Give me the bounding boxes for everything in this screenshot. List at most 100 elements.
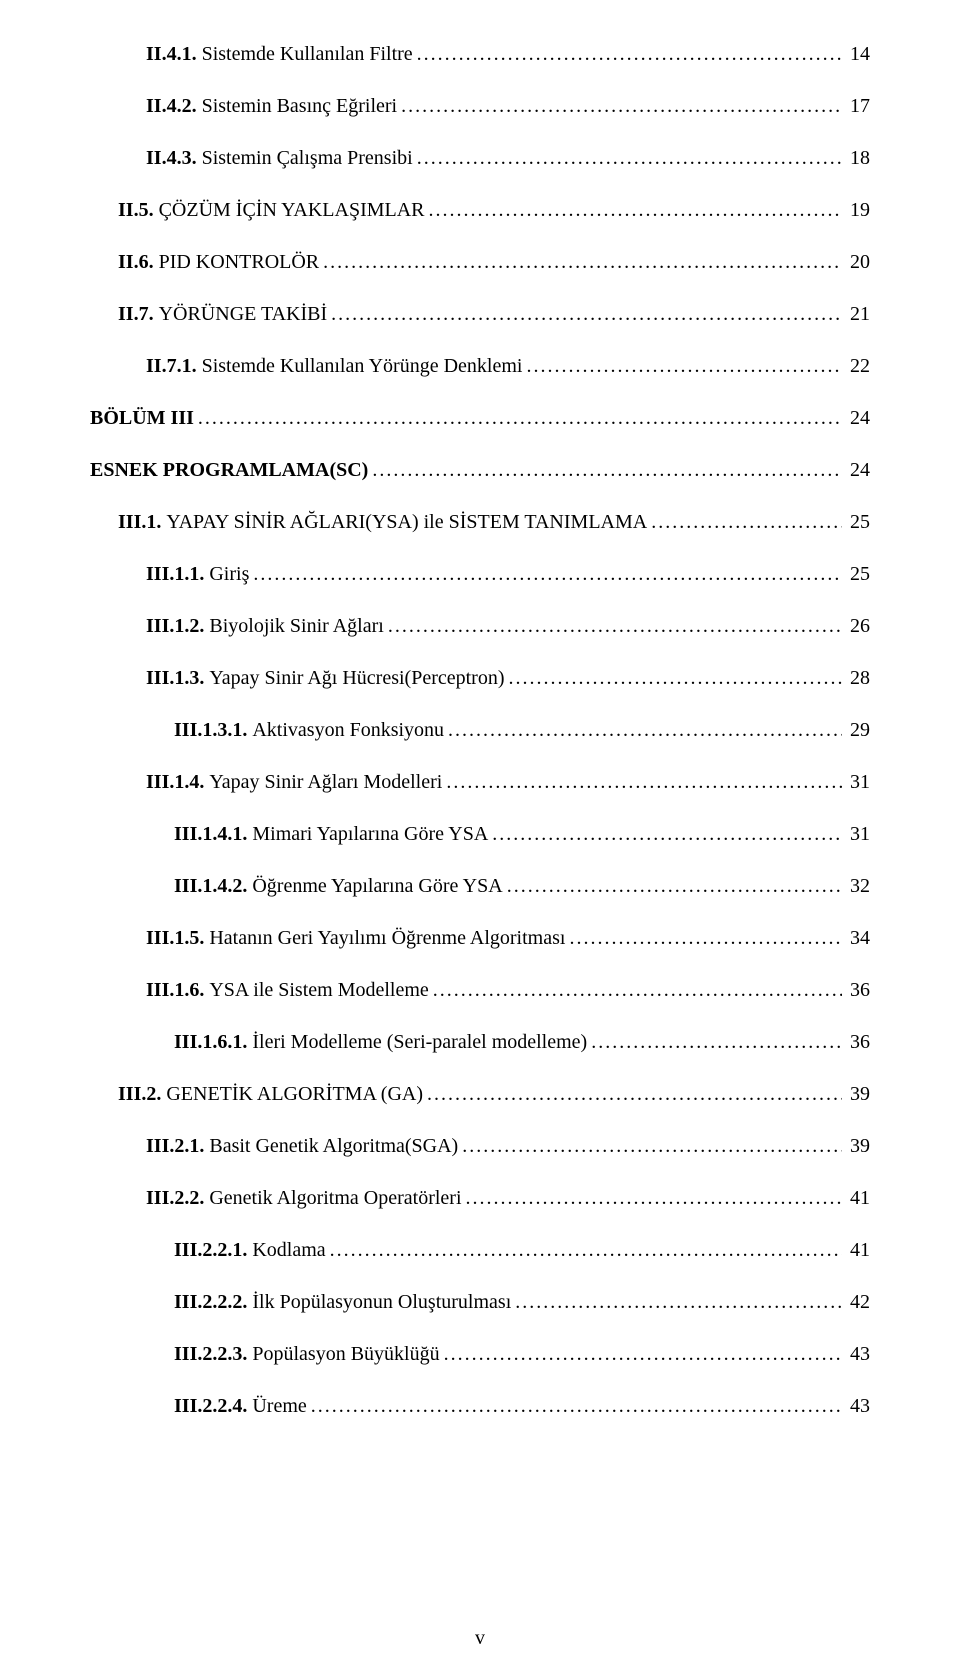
toc-entry-label: III.1.4.1. xyxy=(174,820,252,848)
toc-entry: III.1.1. Giriş25 xyxy=(90,560,870,588)
toc-entry-label: III.2.2.3. xyxy=(174,1340,252,1368)
toc-leader-dots xyxy=(448,716,842,744)
toc-entry-text: Üreme xyxy=(252,1392,306,1420)
toc-entry-label: III.1.6.1. xyxy=(174,1028,252,1056)
toc-leader-dots xyxy=(429,196,842,224)
toc-leader-dots xyxy=(417,40,842,68)
toc-entry-text: Basit Genetik Algoritma(SGA) xyxy=(209,1132,458,1160)
toc-entry-label: III.1.4. xyxy=(146,768,209,796)
toc-entry: III.1.5. Hatanın Geri Yayılımı Öğrenme A… xyxy=(90,924,870,952)
toc-leader-dots xyxy=(427,1080,842,1108)
toc-entry: III.2.2. Genetik Algoritma Operatörleri4… xyxy=(90,1184,870,1212)
toc-entry-text: İleri Modelleme (Seri-paralel modelleme) xyxy=(252,1028,587,1056)
toc-entry-page: 28 xyxy=(846,664,870,692)
toc-leader-dots xyxy=(311,1392,842,1420)
toc-entry: III.1.6.1. İleri Modelleme (Seri-paralel… xyxy=(90,1028,870,1056)
toc-leader-dots xyxy=(462,1132,842,1160)
toc-entry-text: GENETİK ALGORİTMA (GA) xyxy=(166,1080,423,1108)
toc-entry-label: II.4.1. xyxy=(146,40,202,68)
toc-entry-label: III.1. xyxy=(118,508,166,536)
toc-leader-dots xyxy=(526,352,842,380)
toc-entry-page: 41 xyxy=(846,1236,870,1264)
toc-entry: III.2.1. Basit Genetik Algoritma(SGA) 39 xyxy=(90,1132,870,1160)
toc-entry-text: Sistemin Basınç Eğrileri xyxy=(202,92,398,120)
toc-entry-label: III.1.3.1. xyxy=(174,716,252,744)
toc-entry: III.2.2.4. Üreme 43 xyxy=(90,1392,870,1420)
toc-entry: III.1. YAPAY SİNİR AĞLARI(YSA) ile SİSTE… xyxy=(90,508,870,536)
toc-leader-dots xyxy=(509,664,843,692)
toc-leader-dots xyxy=(253,560,842,588)
toc-entry-page: 20 xyxy=(846,248,870,276)
toc-leader-dots xyxy=(444,1340,842,1368)
toc-entry-page: 25 xyxy=(846,560,870,588)
toc-entry-text: İlk Popülasyonun Oluşturulması xyxy=(252,1288,511,1316)
toc-leader-dots xyxy=(331,300,842,328)
toc-entry-label: III.1.2. xyxy=(146,612,209,640)
toc-entry-page: 36 xyxy=(846,976,870,1004)
toc-leader-dots xyxy=(591,1028,842,1056)
toc-entry-page: 14 xyxy=(846,40,870,68)
toc-entry-text: Mimari Yapılarına Göre YSA xyxy=(252,820,488,848)
toc-entry-label: II.6. xyxy=(118,248,159,276)
toc-entry-label: III.1.4.2. xyxy=(174,872,252,900)
toc-entry: III.2. GENETİK ALGORİTMA (GA)39 xyxy=(90,1080,870,1108)
toc-entry: III.1.6. YSA ile Sistem Modelleme 36 xyxy=(90,976,870,1004)
toc-entry: ESNEK PROGRAMLAMA(SC)24 xyxy=(90,456,870,484)
toc-leader-dots xyxy=(492,820,842,848)
toc-entry-label: BÖLÜM III xyxy=(90,404,194,432)
toc-leader-dots xyxy=(569,924,842,952)
toc-entry-page: 19 xyxy=(846,196,870,224)
toc-entry: III.1.2. Biyolojik Sinir Ağları26 xyxy=(90,612,870,640)
toc-entry-label: III.2.2.1. xyxy=(174,1236,252,1264)
toc-entry: III.1.3. Yapay Sinir Ağı Hücresi(Percept… xyxy=(90,664,870,692)
toc-entry-text: Sistemin Çalışma Prensibi xyxy=(202,144,413,172)
toc-entry-label: II.7.1. xyxy=(146,352,202,380)
toc-entry-label: III.2.2. xyxy=(146,1184,209,1212)
toc-entry-text: Hatanın Geri Yayılımı Öğrenme Algoritmas… xyxy=(209,924,565,952)
toc-entry-label: III.1.6. xyxy=(146,976,209,1004)
toc-entry-text: Popülasyon Büyüklüğü xyxy=(252,1340,439,1368)
toc-leader-dots xyxy=(417,144,842,172)
toc-entry-label: II.4.3. xyxy=(146,144,202,172)
toc-entry-label: III.2.2.4. xyxy=(174,1392,252,1420)
toc-entry-page: 25 xyxy=(846,508,870,536)
toc-entry: II.7. YÖRÜNGE TAKİBİ21 xyxy=(90,300,870,328)
toc-entry-page: 34 xyxy=(846,924,870,952)
toc-entry: III.1.4. Yapay Sinir Ağları Modelleri31 xyxy=(90,768,870,796)
toc-leader-dots xyxy=(515,1288,842,1316)
toc-entry-text: Biyolojik Sinir Ağları xyxy=(209,612,383,640)
toc-leader-dots xyxy=(433,976,842,1004)
toc-entry-page: 31 xyxy=(846,820,870,848)
toc-entry-label: III.1.5. xyxy=(146,924,209,952)
toc-entry-page: 32 xyxy=(846,872,870,900)
toc-entry-text: Sistemde Kullanılan Filtre xyxy=(202,40,413,68)
toc-entry-text: Yapay Sinir Ağı Hücresi(Perceptron) xyxy=(209,664,504,692)
toc-entry: II.4.1. Sistemde Kullanılan Filtre 14 xyxy=(90,40,870,68)
toc-leader-dots xyxy=(507,872,842,900)
toc-entry: III.1.4.1. Mimari Yapılarına Göre YSA 31 xyxy=(90,820,870,848)
toc-entry-page: 39 xyxy=(846,1132,870,1160)
toc-entry-page: 36 xyxy=(846,1028,870,1056)
toc-entry: II.7.1. Sistemde Kullanılan Yörünge Denk… xyxy=(90,352,870,380)
toc-entry-text: Kodlama xyxy=(252,1236,325,1264)
table-of-contents: II.4.1. Sistemde Kullanılan Filtre14II.4… xyxy=(90,40,870,1420)
toc-leader-dots xyxy=(388,612,842,640)
toc-entry-label: III.2.1. xyxy=(146,1132,209,1160)
toc-entry-text: YAPAY SİNİR AĞLARI(YSA) ile SİSTEM TANIM… xyxy=(166,508,647,536)
toc-entry-text: YSA ile Sistem Modelleme xyxy=(209,976,428,1004)
toc-entry-page: 29 xyxy=(846,716,870,744)
toc-entry-text: Sistemde Kullanılan Yörünge Denklemi xyxy=(202,352,523,380)
toc-entry: III.2.2.1. Kodlama 41 xyxy=(90,1236,870,1264)
toc-entry: II.6. PID KONTROLÖR20 xyxy=(90,248,870,276)
toc-entry-text: ÇÖZÜM İÇİN YAKLAŞIMLAR xyxy=(159,196,425,224)
toc-entry: III.2.2.2. İlk Popülasyonun Oluşturulmas… xyxy=(90,1288,870,1316)
toc-leader-dots xyxy=(372,456,842,484)
toc-entry: II.4.3. Sistemin Çalışma Prensibi18 xyxy=(90,144,870,172)
toc-entry-page: 43 xyxy=(846,1392,870,1420)
toc-entry-page: 17 xyxy=(846,92,870,120)
toc-entry-text: Yapay Sinir Ağları Modelleri xyxy=(209,768,442,796)
page-folio: v xyxy=(0,1627,960,1650)
toc-leader-dots xyxy=(466,1184,843,1212)
toc-entry-label: III.2.2.2. xyxy=(174,1288,252,1316)
toc-entry: III.2.2.3. Popülasyon Büyüklüğü43 xyxy=(90,1340,870,1368)
